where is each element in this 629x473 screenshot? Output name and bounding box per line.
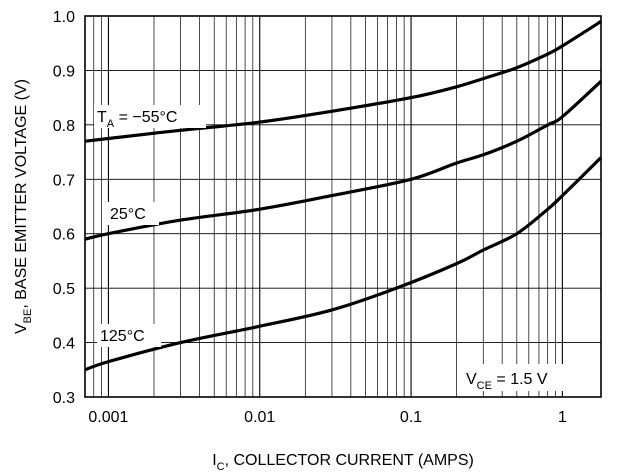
- y-tick-label: 0.9: [53, 63, 75, 80]
- x-tick-label: 0.001: [88, 409, 128, 426]
- y-tick-label: 1.0: [53, 9, 75, 26]
- x-tick-label: 0.01: [244, 409, 275, 426]
- curve-0: [84, 20, 602, 143]
- curve-2: [84, 156, 603, 372]
- y-tick-label: 0.5: [53, 281, 75, 298]
- curve-label-1: 25°C: [110, 206, 146, 223]
- y-tick-label: 0.6: [53, 227, 75, 244]
- tick-labels: 0.001 0.01 0.1 1 0.3 0.4 0.5 0.6 0.7 0.8 0.9 1.0: [53, 9, 567, 426]
- x-tick-label: 0.1: [400, 409, 422, 426]
- curve-label-2: 125°C: [100, 328, 145, 345]
- y-tick-label: 0.3: [53, 390, 75, 407]
- y-tick-label: 0.8: [53, 118, 75, 135]
- x-axis-title: IC, COLLECTOR CURRENT (AMPS): [212, 452, 474, 473]
- curve-label-background: [107, 202, 159, 225]
- curves: [84, 20, 603, 372]
- condition-background: [460, 364, 594, 391]
- curve-label-background: [94, 105, 206, 128]
- plot-frame: [84, 15, 602, 398]
- y-tick-label: 0.4: [53, 336, 75, 353]
- x-tick-label: 1: [558, 409, 567, 426]
- curve-label-0: TA = −55°C: [97, 109, 177, 130]
- grid-lines: [85, 16, 601, 397]
- annotations: IC, COLLECTOR CURRENT (AMPS) VBE, BASE EM…: [13, 79, 594, 473]
- curve-1: [84, 80, 603, 241]
- curve-label-background: [97, 324, 161, 347]
- y-axis-title: VBE, BASE EMITTER VOLTAGE (V): [13, 79, 34, 334]
- y-tick-label: 0.7: [53, 172, 75, 189]
- condition-label: VCE = 1.5 V: [466, 371, 548, 392]
